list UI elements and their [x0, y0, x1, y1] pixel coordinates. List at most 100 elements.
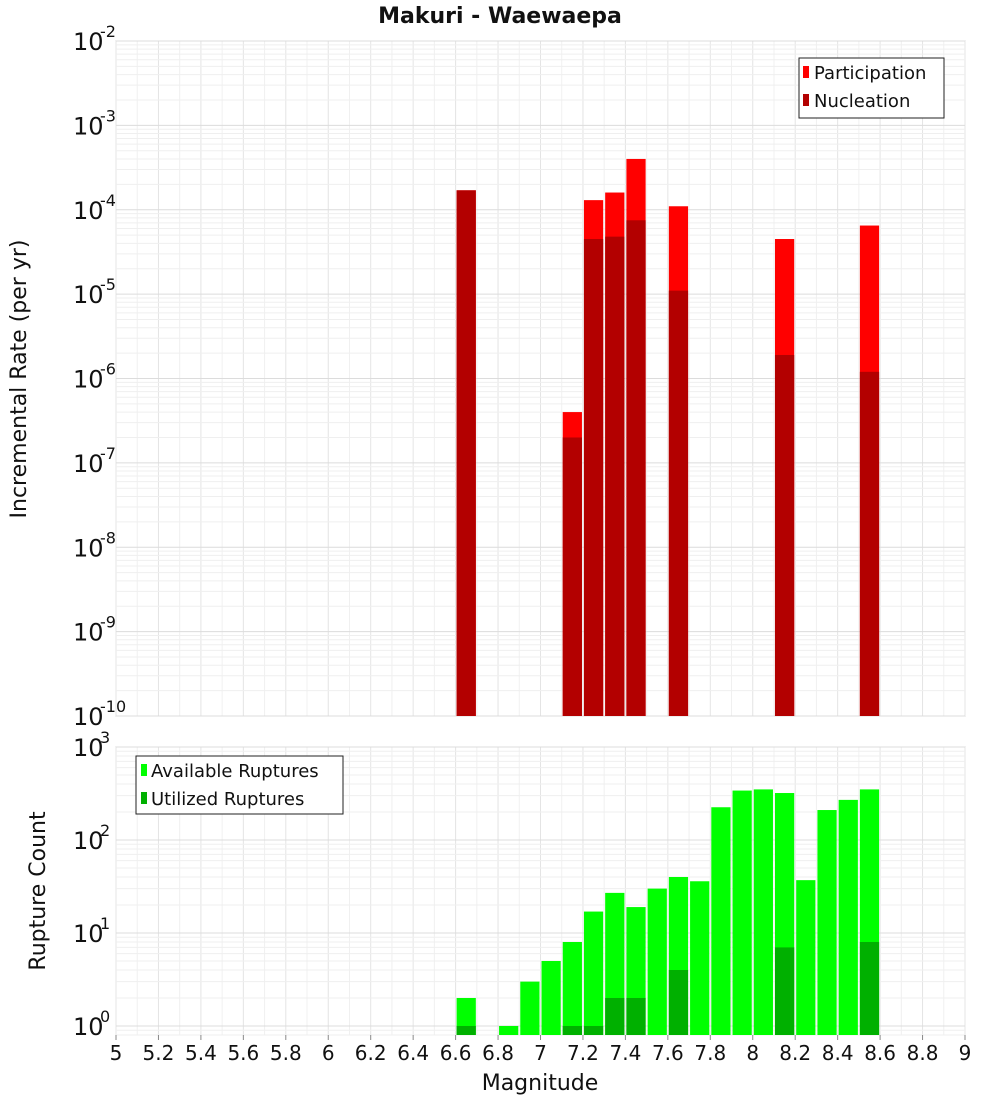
rate-y-tick-base: 10 — [73, 197, 104, 225]
rate-y-tick-exponent: -5 — [100, 275, 116, 294]
rate-y-tick-exponent: -10 — [100, 697, 126, 716]
rate-y-tick-base: 10 — [73, 112, 104, 140]
chart-title: Makuri - Waewaepa — [378, 4, 622, 29]
rate-y-tick-base: 10 — [73, 703, 104, 731]
legend-swatch-available — [141, 764, 147, 776]
x-tick-label: 7.4 — [609, 1041, 641, 1065]
count-y-tick-exponent: 3 — [100, 728, 110, 747]
count-bar-s1 — [626, 997, 646, 1035]
x-tick-label: 8.4 — [822, 1041, 854, 1065]
count-grid — [115, 746, 966, 1036]
x-tick-label: 7.2 — [567, 1041, 599, 1065]
rate-y-axis-title: Incremental Rate (per yr) — [7, 240, 32, 519]
rate-bar-s1 — [562, 437, 582, 716]
count-bar-s1 — [562, 1025, 582, 1035]
legend-swatch-nucleation — [803, 94, 809, 106]
count-bars — [456, 789, 880, 1035]
legend-label-participation: Participation — [814, 63, 926, 84]
count-y-tick-exponent: 1 — [100, 914, 110, 933]
rate-y-tick-exponent: -4 — [100, 191, 116, 210]
count-y-tick-base: 10 — [73, 734, 104, 762]
x-tick-label: 7 — [534, 1041, 547, 1065]
count-bar-s0 — [583, 911, 604, 1035]
x-tick-label: 5 — [110, 1041, 123, 1065]
legend-label-available: Available Ruptures — [151, 761, 319, 782]
rate-legend-box — [798, 57, 945, 119]
count-bar-s0 — [838, 799, 858, 1035]
count-bar-s1 — [774, 947, 795, 1035]
x-tick-label: 8.2 — [779, 1041, 811, 1065]
rate-bars — [456, 158, 880, 717]
x-tick-label: 8 — [746, 1041, 759, 1065]
count-bar-s1 — [583, 1025, 604, 1035]
count-y-tick-base: 10 — [73, 920, 104, 948]
rate-y-tick-base: 10 — [73, 366, 104, 394]
x-tick-label: 5.2 — [143, 1041, 175, 1065]
rate-y-tick-base: 10 — [73, 450, 104, 478]
legend-label-nucleation: Nucleation — [814, 91, 910, 112]
count-bar-s1 — [456, 1025, 476, 1035]
x-tick-label: 6.8 — [482, 1041, 514, 1065]
count-bar-s0 — [499, 1025, 519, 1035]
count-bar-s0 — [796, 880, 816, 1035]
x-tick-label: 9 — [959, 1041, 972, 1065]
rate-y-tick-base: 10 — [73, 534, 104, 562]
count-y-tick-exponent: 2 — [100, 821, 110, 840]
x-tick-label: 6.6 — [440, 1041, 472, 1065]
rate-bar-s1 — [583, 239, 604, 716]
count-bar-s0 — [647, 888, 667, 1035]
x-tick-label: 6.2 — [355, 1041, 387, 1065]
rate-bar-s1 — [626, 220, 646, 717]
count-bar-s0 — [456, 997, 476, 1035]
rate-y-tick-exponent: -8 — [100, 528, 116, 547]
count-bar-s0 — [817, 810, 837, 1035]
rate-y-tick-exponent: -3 — [100, 106, 116, 125]
count-bar-s0 — [732, 790, 752, 1035]
count-bar-s1 — [668, 969, 689, 1035]
legend-swatch-utilized — [141, 792, 147, 804]
count-y-axis-title: Rupture Count — [26, 811, 51, 971]
count-y-tick-base: 10 — [73, 827, 104, 855]
count-bar-s0 — [562, 942, 582, 1035]
x-tick-label: 6.4 — [397, 1041, 429, 1065]
rate-y-tick-base: 10 — [73, 281, 104, 309]
count-bar-s0 — [690, 881, 710, 1035]
legend-label-utilized: Utilized Ruptures — [151, 789, 304, 810]
rate-y-tick-exponent: -6 — [100, 360, 116, 379]
count-y-tick-base: 10 — [73, 1013, 104, 1041]
rate-y-tick-exponent: -2 — [100, 22, 116, 41]
x-tick-label: 7.6 — [652, 1041, 684, 1065]
count-legend-box — [135, 755, 344, 815]
count-bar-s1 — [605, 997, 625, 1035]
x-axis-title: Magnitude — [482, 1071, 599, 1096]
count-bar-s0 — [711, 807, 731, 1035]
x-tick-label: 5.4 — [185, 1041, 217, 1065]
count-bar-s0 — [541, 960, 561, 1035]
count-bar-s0 — [520, 981, 540, 1035]
rate-bar-s1 — [456, 190, 476, 716]
rate-y-tick-exponent: -9 — [100, 613, 116, 632]
x-tick-label: 5.8 — [270, 1041, 302, 1065]
x-tick-label: 8.6 — [864, 1041, 896, 1065]
magnitude-x-ticks: 5 5.2 5.4 5.6 5.8 6 6.2 6.4 6.6 6.8 7 7.2 7.4 7.6 7.8 8… — [110, 1035, 972, 1065]
count-y-tick-exponent: 0 — [100, 1007, 110, 1026]
count-bar-s1 — [859, 942, 880, 1035]
count-legend: Available Ruptures Utilized Ruptures — [135, 755, 344, 815]
rate-bar-s1 — [668, 290, 689, 716]
count-bar-s0 — [753, 789, 773, 1035]
legend-swatch-participation — [803, 66, 809, 78]
rate-y-tick-base: 10 — [73, 619, 104, 647]
rate-y-tick-exponent: -7 — [100, 444, 116, 463]
x-tick-label: 6 — [322, 1041, 335, 1065]
x-tick-label: 7.8 — [694, 1041, 726, 1065]
x-tick-label: 5.6 — [227, 1041, 259, 1065]
rate-grid — [115, 40, 966, 717]
rate-bar-s1 — [605, 236, 625, 716]
rate-legend: Participation Nucleation — [798, 57, 945, 119]
rate-bar-s1 — [859, 371, 880, 716]
